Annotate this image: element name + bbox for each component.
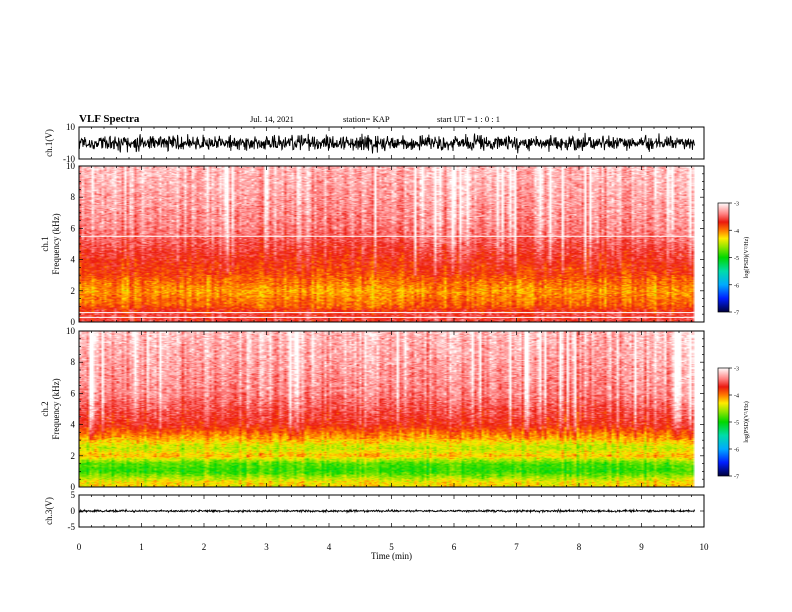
y-tick-label: 10: [66, 326, 76, 336]
cb1-label: log(PSD)(V²/Hz): [743, 237, 750, 278]
station-label: station= KAP: [343, 114, 390, 124]
x-tick-label: 6: [452, 542, 457, 552]
colorbar-tick-label: -6: [734, 448, 739, 454]
y-tick-label: 0: [71, 506, 76, 516]
x-tick-label: 3: [264, 542, 269, 552]
colorbar-tick-label: -6: [734, 283, 739, 289]
cb2-label: log(PSD)(V²/Hz): [743, 401, 750, 442]
colorbar-tick-label: -5: [734, 421, 739, 427]
x-tick-label: 7: [514, 542, 519, 552]
x-tick-label: 2: [202, 542, 207, 552]
ch1-trace: [78, 132, 696, 154]
x-tick-label: 0: [77, 542, 82, 552]
y-tick-label: 6: [71, 223, 76, 233]
spec1-image: [79, 166, 704, 322]
ch2-spectrogram-panel: 0 2 4 6 8 10 ch.2 Frequency (kHz): [40, 326, 705, 492]
x-axis-label: Time (min): [371, 551, 412, 561]
ch1-colorbar: -3 -4 -5 -6 -7 log(PSD)(V²/Hz): [717, 202, 750, 317]
spec2-channel-label: ch.2: [40, 401, 50, 416]
y-tick-label: 6: [71, 388, 76, 398]
y-tick-label: 8: [71, 192, 76, 202]
colorbar-tick-label: -4: [734, 229, 739, 235]
cb1-bar: [717, 202, 730, 313]
x-tick-label: 4: [327, 542, 332, 552]
spec2-ylabel: Frequency (kHz): [51, 378, 61, 439]
ch1-ylabel: ch.1(V): [44, 129, 54, 157]
colorbar-tick-label: -5: [734, 256, 739, 262]
ch3-waveform-panel: 5 0 -5 ch.3(V): [44, 490, 705, 532]
cb2-bar: [717, 367, 730, 477]
time-axis: 0 1 2 3 4 5 6 7 8 9 10 Time (min): [77, 542, 709, 561]
colorbar-tick-label: -3: [734, 367, 739, 373]
y-tick-label: 0: [71, 317, 76, 327]
x-tick-label: 5: [389, 542, 394, 552]
colorbar-tick-label: -7: [734, 475, 739, 481]
y-tick-label: -10: [63, 154, 75, 164]
start-time-label: start UT = 1 : 0 : 1: [437, 114, 500, 124]
ch3-trace: [78, 508, 696, 515]
spec1-channel-label: ch.1: [40, 236, 50, 251]
y-tick-label: 5: [71, 490, 76, 500]
ch3-ylabel: ch.3(V): [44, 497, 54, 525]
date-label: Jul. 14, 2021: [250, 114, 294, 124]
y-tick-label: 0: [71, 482, 76, 492]
x-tick-label: 10: [700, 542, 710, 552]
x-tick-label: 1: [139, 542, 144, 552]
y-tick-label: 10: [66, 161, 76, 171]
y-tick-label: 4: [71, 420, 76, 430]
y-tick-label: -5: [68, 522, 76, 532]
colorbar-tick-label: -7: [734, 311, 739, 317]
x-tick-label: 9: [639, 542, 644, 552]
y-tick-label: 2: [71, 451, 76, 461]
colorbar-tick-label: -4: [734, 394, 739, 400]
y-tick-label: 10: [66, 122, 76, 132]
ch2-colorbar: -3 -4 -5 -6 -7 log(PSD)(V²/Hz): [717, 367, 750, 481]
x-tick-label: 8: [577, 542, 582, 552]
spec1-ylabel: Frequency (kHz): [51, 213, 61, 274]
spec2-image: [79, 331, 704, 487]
figure-title: VLF Spectra: [79, 113, 140, 125]
y-tick-label: 4: [71, 255, 76, 265]
colorbar-tick-label: -3: [734, 202, 739, 208]
ch1-waveform-panel: 10 -10 ch.1(V): [44, 122, 705, 164]
y-tick-label: 2: [71, 286, 76, 296]
y-tick-label: 8: [71, 357, 76, 367]
ch1-spectrogram-panel: 0 2 4 6 8 10 ch.1 Frequency (kHz): [40, 161, 705, 327]
